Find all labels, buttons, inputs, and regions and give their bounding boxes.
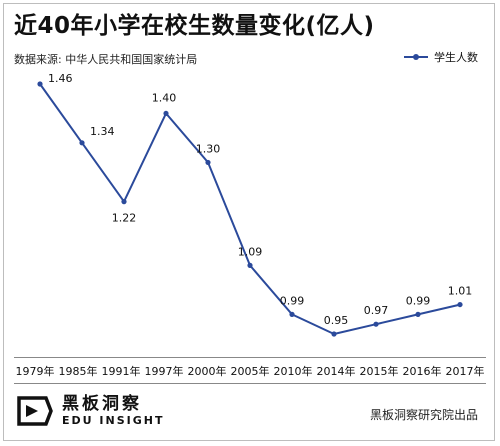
brand-english: EDU INSIGHT [62,414,165,427]
x-tick-label-5: 2005年 [230,365,270,378]
data-point-3 [163,110,169,117]
value-label-7: 0.95 [324,314,349,327]
x-tick-label-2: 1991年 [101,365,141,378]
data-point-0 [37,81,43,87]
x-tick-label-10: 2017年 [445,365,485,378]
data-point-7 [331,331,337,337]
data-point-10 [457,301,463,308]
data-point-4 [205,159,211,166]
axis-bottom-rule [14,383,486,384]
value-label-0: 1.46 [48,72,73,85]
brand-mark-icon [17,396,53,426]
value-label-8: 0.97 [364,304,389,317]
data-point-8 [373,321,379,327]
value-label-3: 1.40 [152,91,177,104]
brand-logo: 黑板洞察 EDU INSIGHT [16,394,164,428]
x-tick-label-9: 2016年 [402,365,442,378]
legend: 学生人数 [404,49,478,65]
data-point-9 [415,311,421,317]
x-tick-label-4: 2000年 [187,365,227,378]
x-tick-label-6: 2010年 [273,365,313,378]
axis-top-rule [14,357,486,358]
x-tick-label-1: 1985年 [58,365,98,378]
series-line-学生人数 [39,83,461,335]
x-tick-label-8: 2015年 [359,365,399,378]
value-label-9: 0.99 [406,294,431,307]
value-label-6: 0.99 [280,294,305,307]
data-point-1 [79,140,85,146]
line-layer [39,83,461,335]
legend-line-marker [404,54,428,60]
credit-text: 黑板洞察研究院出品 [369,408,478,422]
value-label-2: 1.22 [112,212,137,225]
data-point-6 [289,311,295,317]
x-axis-labels: 1979年 1985年 1991年 1997年 2000年 2005年 2010年 2014年… [14,360,486,382]
legend-label: 学生人数 [434,51,478,64]
x-tick-label-3: 1997年 [144,365,184,378]
value-label-5: 1.09 [238,245,263,258]
value-label-1: 1.34 [90,125,115,138]
chart-title: 近40年小学在校生数量变化(亿人) [14,13,375,39]
data-source: 数据来源: 中华人民共和国国家统计局 [14,53,198,66]
value-label-layer: 1.46 1.34 1.22 1.40 1.30 1.09 0.99 0.95 0.97 0.99… [48,72,472,327]
value-label-4: 1.30 [196,142,221,155]
x-tick-label-7: 2014年 [316,365,356,378]
chart-frame [3,3,495,441]
brand-name: 黑板洞察 [62,394,142,414]
value-label-10: 1.01 [448,285,473,298]
data-point-2 [121,199,127,205]
point-layer [37,81,463,337]
x-tick-label-0: 1979年 [15,365,55,378]
data-point-5 [247,262,253,268]
